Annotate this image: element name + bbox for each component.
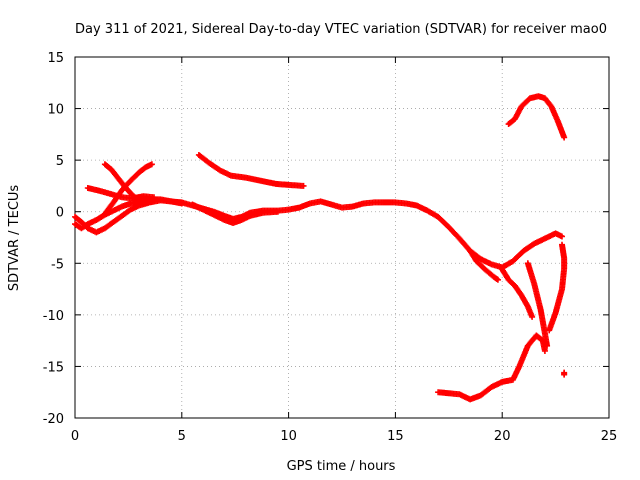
tick-labels: 0 5 10 15 20 25 -20 -15 -10 -5 0 5 10 15 bbox=[43, 51, 618, 444]
data-point bbox=[151, 194, 158, 201]
x-tick-label: 20 bbox=[494, 429, 511, 444]
y-tick-label: -20 bbox=[43, 412, 64, 427]
y-tick-label: -15 bbox=[43, 360, 64, 375]
ticks bbox=[74, 56, 610, 419]
x-tick-label: 10 bbox=[280, 429, 297, 444]
data-point bbox=[494, 276, 501, 283]
data-point bbox=[559, 241, 566, 248]
series-lower-drop-band bbox=[189, 201, 281, 227]
data-point bbox=[178, 200, 185, 207]
plot-frame bbox=[74, 56, 610, 419]
series-early-lower-band bbox=[72, 197, 185, 236]
data-marks bbox=[72, 93, 568, 403]
y-axis-label: SDTVAR / TECUs bbox=[7, 185, 22, 292]
series-late-right-arc bbox=[546, 241, 568, 334]
y-tick-label: 5 bbox=[56, 154, 64, 169]
y-tick-label: 10 bbox=[47, 103, 64, 118]
data-point bbox=[541, 347, 548, 354]
y-tick-label: -5 bbox=[51, 257, 64, 272]
series-main-track bbox=[72, 196, 566, 271]
data-point bbox=[529, 313, 536, 320]
series-late-bottom-arc bbox=[435, 332, 548, 403]
data-point bbox=[300, 182, 307, 189]
x-axis-label: GPS time / hours bbox=[287, 459, 396, 474]
y-tick-label: 15 bbox=[47, 51, 64, 66]
x-tick-label: 5 bbox=[178, 429, 186, 444]
series-mid-upper-arc bbox=[195, 151, 307, 189]
y-tick-label: 0 bbox=[56, 206, 64, 221]
data-point bbox=[544, 342, 551, 349]
data-point bbox=[561, 134, 568, 141]
data-point bbox=[561, 371, 568, 378]
x-tick-label: 25 bbox=[601, 429, 618, 444]
series-late-left-dip bbox=[467, 247, 501, 283]
x-tick-label: 15 bbox=[387, 429, 404, 444]
data-point bbox=[559, 233, 566, 240]
series-late-slanted-dip bbox=[524, 260, 551, 349]
series-late-isolated-point bbox=[561, 369, 568, 378]
data-point bbox=[140, 200, 147, 207]
series-late-middle-dip bbox=[499, 266, 536, 320]
chart-title: Day 311 of 2021, Sidereal Day-to-day VTE… bbox=[75, 22, 607, 37]
series-late-top-arc bbox=[505, 93, 568, 141]
data-point bbox=[274, 208, 281, 215]
data-point bbox=[148, 161, 155, 168]
x-tick-label: 0 bbox=[71, 429, 79, 444]
series-early-falling-arc bbox=[101, 161, 147, 207]
grid bbox=[75, 57, 609, 418]
y-tick-label: -10 bbox=[43, 309, 64, 324]
